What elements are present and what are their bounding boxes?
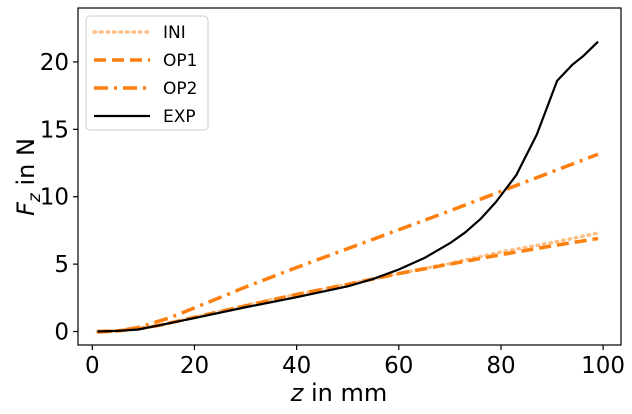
x-tick-label: 20 xyxy=(180,353,209,379)
x-tick-label: 100 xyxy=(581,353,625,379)
y-tick-label: 0 xyxy=(54,320,69,346)
y-tick-label: 15 xyxy=(40,117,69,143)
y-axis-label: Fz in N xyxy=(12,138,45,216)
legend-label-op2: OP2 xyxy=(163,79,197,99)
legend-label-ini: INI xyxy=(163,23,186,43)
legend-label-exp: EXP xyxy=(163,107,196,127)
legend: INI OP1 OP2 EXP xyxy=(85,15,209,131)
plot-frame xyxy=(77,7,622,346)
x-tick-label: 0 xyxy=(85,353,100,379)
y-axis: 0 5 10 15 20 xyxy=(40,50,78,346)
series-line-op2 xyxy=(97,152,599,334)
y-tick-label: 5 xyxy=(54,252,69,278)
legend-label-op1: OP1 xyxy=(163,51,197,71)
x-tick-label: 80 xyxy=(486,353,515,379)
y-tick-label: 20 xyxy=(40,50,69,76)
x-axis-label: z in mm xyxy=(290,379,388,407)
series-layer xyxy=(95,40,600,334)
x-tick-label: 60 xyxy=(384,353,413,379)
x-axis: 0 20 40 60 80 100 xyxy=(85,345,625,379)
legend-box xyxy=(85,15,209,131)
y-tick-label: 10 xyxy=(40,185,69,211)
x-tick-label: 40 xyxy=(282,353,311,379)
series-line-exp xyxy=(97,40,599,333)
